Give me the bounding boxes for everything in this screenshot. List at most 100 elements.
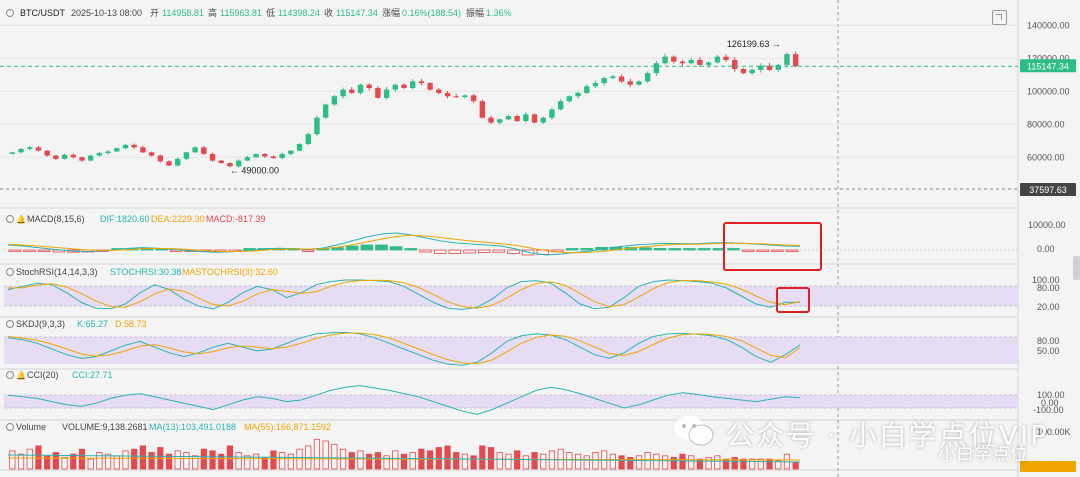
candle-body — [148, 152, 155, 156]
candle — [540, 116, 546, 124]
series-line — [7, 234, 801, 254]
candle — [209, 152, 216, 162]
candle — [679, 59, 686, 66]
macd-bar — [419, 249, 432, 253]
candle — [296, 143, 303, 152]
candle — [410, 79, 416, 90]
cci-pane[interactable]: 🔔 CCI(20) CCI:27.71 100.00 0.00 -100.00 — [4, 370, 1065, 415]
collapse-icon[interactable] — [6, 320, 14, 328]
candle-body — [671, 56, 677, 62]
volume-bar — [200, 448, 207, 470]
candle-body — [131, 144, 137, 148]
candle — [227, 162, 233, 168]
candle-body — [322, 104, 329, 118]
collapse-icon[interactable] — [6, 371, 14, 379]
candle-body — [488, 117, 494, 123]
collapse-icon[interactable] — [6, 268, 14, 276]
candle — [462, 94, 468, 99]
candle-body — [410, 81, 416, 88]
volume-tag — [1020, 461, 1076, 472]
candle — [79, 156, 85, 162]
candle — [44, 150, 50, 157]
candle-body — [514, 116, 520, 121]
volume-bar — [9, 450, 16, 470]
volume-bar — [618, 455, 625, 470]
candle — [575, 91, 581, 99]
candle — [627, 78, 633, 88]
candle-body — [644, 73, 651, 82]
skdj-k-value: K:65.27 — [77, 319, 108, 329]
candle — [732, 56, 738, 72]
candle-body — [35, 147, 42, 151]
volume-value: VOLUME:9,138.2681 — [62, 422, 148, 432]
volume-bar — [583, 455, 590, 470]
candle-body — [314, 117, 320, 135]
macd-bar — [741, 249, 755, 252]
collapse-icon[interactable] — [6, 423, 14, 431]
volume-ma55-value: MA(55):166,871.1592 — [244, 422, 331, 432]
candle-body — [697, 59, 703, 65]
stochrsi-pane[interactable]: StochRSI(14,14,3,3) STOCHRSI:30.38 MASTO… — [4, 267, 1060, 313]
cci-tick: -100.00 — [1033, 405, 1064, 415]
price-axis-tick: 100000.00 — [1027, 86, 1070, 96]
series-line — [7, 331, 801, 366]
collapse-icon[interactable] — [6, 215, 14, 223]
macd-pane[interactable]: 🔔 MACD(8,15,6) DIF:1820.60 DEA:2229.30 M… — [4, 214, 1066, 271]
crosshair-price-tag: 37597.63 — [1020, 183, 1076, 196]
volume-bar — [409, 452, 416, 470]
volume-bar — [766, 458, 773, 470]
volume-bar — [705, 457, 712, 470]
candle-body — [540, 117, 546, 123]
candle-body — [288, 150, 294, 154]
collapse-icon[interactable] — [6, 9, 14, 17]
volume-bar — [357, 450, 364, 470]
candle-body — [592, 83, 599, 87]
candle-body — [227, 163, 233, 167]
candle-body — [27, 147, 33, 150]
candle-body — [79, 157, 85, 161]
scroll-handle[interactable] — [1073, 256, 1080, 280]
volume-bar — [52, 452, 59, 470]
volume-bar — [104, 453, 112, 470]
fullscreen-icon[interactable] — [992, 10, 1007, 25]
candle — [714, 54, 721, 64]
volume-bar — [70, 453, 77, 470]
price-pane[interactable]: 60000.00 80000.00 100000.00 120000.00 140000… — [0, 20, 1070, 168]
volume-bar — [670, 457, 677, 470]
volume-bar — [165, 453, 173, 470]
volume-bar — [348, 452, 355, 470]
skdj-label: SKDJ(9,3,3) — [16, 319, 65, 329]
volume-pane[interactable]: Volume VOLUME:9,138.2681 MA(13):103,491.… — [6, 422, 1077, 472]
volume-bar — [566, 452, 573, 470]
macd-bar — [697, 248, 711, 251]
candle-body — [557, 101, 564, 110]
volume-bar — [122, 450, 129, 470]
candle — [183, 151, 190, 161]
bell-icon[interactable]: 🔔 — [16, 371, 26, 380]
volume-bar — [235, 452, 242, 470]
candle-body — [122, 144, 129, 149]
candle-body — [705, 62, 712, 65]
macd-bar — [301, 249, 315, 252]
macd-bar — [771, 249, 784, 252]
volume-bar — [374, 452, 381, 470]
candle-body — [723, 56, 729, 60]
candle-body — [679, 61, 686, 64]
volume-bar — [792, 461, 799, 470]
bell-icon[interactable]: 🔔 — [16, 215, 26, 224]
candle-body — [70, 154, 76, 158]
candle-body — [201, 147, 207, 154]
candle-body — [531, 114, 538, 123]
volume-bar — [496, 452, 503, 470]
candle — [357, 83, 364, 95]
candle-body — [96, 153, 103, 156]
candle — [601, 77, 607, 86]
volume-bar — [131, 448, 138, 470]
watermark-text: 公众号 · 小白学点位VIP — [726, 419, 1049, 452]
volume-bar — [78, 448, 86, 470]
candle — [514, 114, 520, 123]
skdj-pane[interactable]: SKDJ(9,3,3) K:65.27 D:58.73 80.00 50.00 — [4, 319, 1060, 366]
volume-bar — [279, 452, 286, 470]
volume-bar — [218, 453, 225, 470]
